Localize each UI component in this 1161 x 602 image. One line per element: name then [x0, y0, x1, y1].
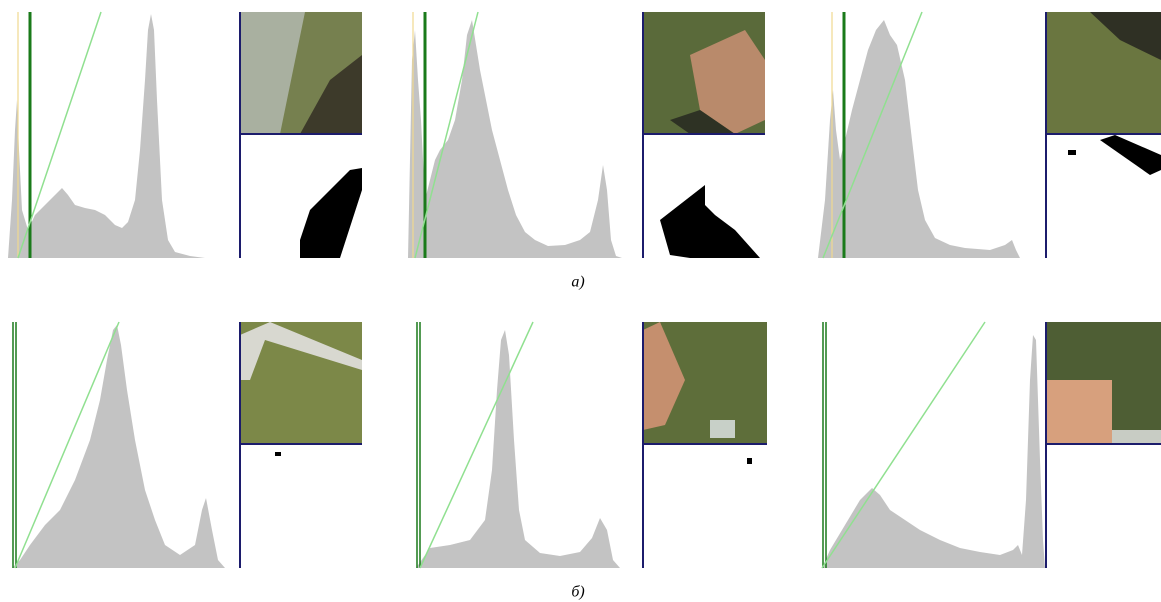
caption: б)	[571, 584, 584, 601]
mask	[747, 458, 752, 464]
mask	[1068, 150, 1076, 155]
shadow	[670, 110, 735, 134]
histogram	[416, 330, 620, 568]
mask	[300, 168, 362, 258]
cumulative-line	[17, 11, 102, 259]
histogram	[822, 335, 1045, 568]
histogram	[8, 14, 205, 258]
cumulative-line	[14, 321, 120, 569]
mask	[1100, 135, 1161, 175]
frame	[642, 322, 767, 568]
frame	[1045, 12, 1161, 258]
histogram	[408, 20, 622, 258]
panel	[12, 321, 362, 569]
object	[710, 420, 735, 438]
cumulative-line	[822, 11, 923, 259]
frame	[239, 12, 362, 258]
cumulative-line	[419, 321, 534, 569]
road	[240, 12, 305, 134]
panel	[408, 11, 765, 259]
caption: а)	[571, 274, 584, 291]
panel	[8, 11, 362, 259]
roof	[690, 30, 765, 134]
roof	[643, 322, 685, 430]
frame	[239, 322, 362, 568]
histogram	[12, 325, 225, 568]
panel	[416, 321, 767, 569]
cumulative-line	[821, 321, 986, 569]
panel	[818, 11, 1161, 259]
histogram	[818, 20, 1020, 258]
roof	[300, 55, 362, 134]
building	[1090, 12, 1161, 60]
mask	[275, 452, 281, 456]
roof	[1046, 380, 1112, 444]
frame	[642, 12, 765, 258]
frame	[1045, 322, 1161, 568]
panel	[821, 321, 1161, 569]
cumulative-line	[414, 11, 479, 259]
mask	[660, 185, 760, 258]
path	[240, 322, 362, 380]
yard	[1112, 430, 1161, 444]
